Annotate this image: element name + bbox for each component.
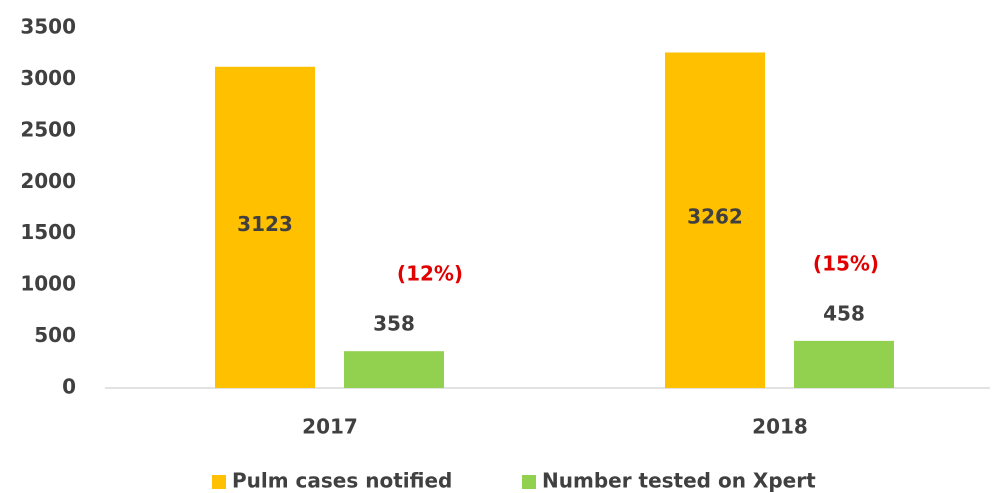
- y-tick-label: 2000: [20, 169, 76, 193]
- y-tick-label: 0: [62, 375, 76, 399]
- y-tick-label: 3500: [20, 15, 76, 39]
- legend-swatch: [522, 475, 536, 489]
- y-tick-label: 1000: [20, 272, 76, 296]
- legend-label: Pulm cases notified: [232, 469, 452, 493]
- x-tick-label: 2017: [302, 415, 358, 439]
- data-label: 358: [373, 312, 415, 336]
- legend-swatch: [212, 475, 226, 489]
- x-tick-label: 2018: [752, 415, 808, 439]
- annotation: (12%): [397, 262, 463, 286]
- data-label: 3262: [687, 205, 743, 229]
- y-tick-label: 500: [34, 323, 76, 347]
- annotation: (15%): [813, 251, 879, 275]
- y-tick-label: 1500: [20, 220, 76, 244]
- y-tick-label: 3000: [20, 66, 76, 90]
- y-tick-label: 2500: [20, 117, 76, 141]
- data-label: 3123: [237, 212, 293, 236]
- bar: [794, 340, 894, 388]
- data-label: 458: [823, 301, 865, 325]
- bar: [344, 351, 444, 388]
- bar: [665, 52, 765, 388]
- legend-label: Number tested on Xpert: [542, 469, 816, 493]
- bar: [215, 66, 315, 388]
